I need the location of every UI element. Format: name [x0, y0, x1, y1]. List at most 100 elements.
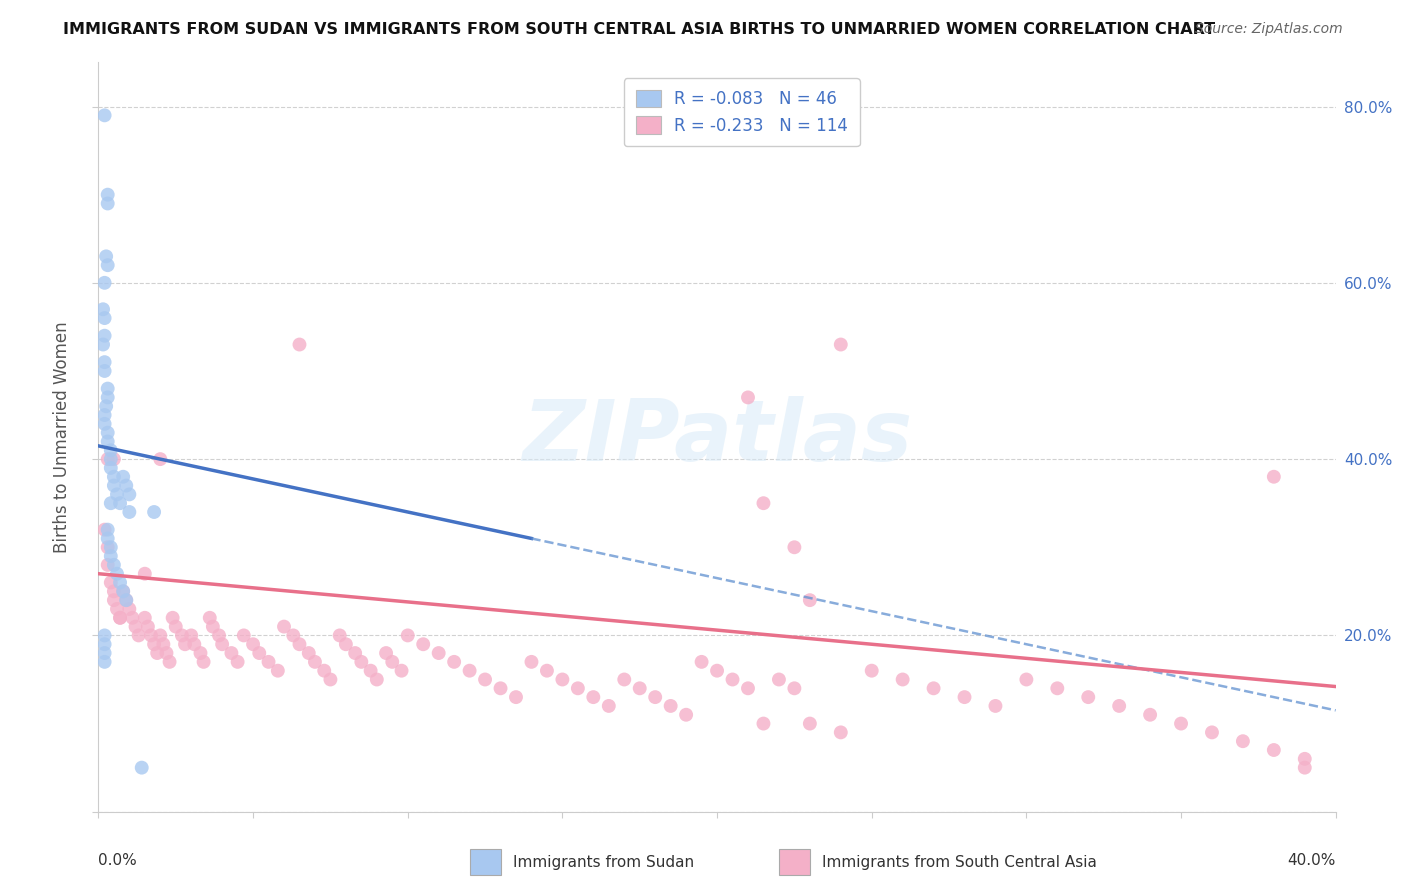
Point — [108, 611, 131, 625]
Point — [366, 673, 388, 687]
Point — [396, 628, 419, 642]
Point — [830, 725, 852, 739]
Point — [799, 716, 821, 731]
Point — [675, 707, 697, 722]
Point — [613, 673, 636, 687]
Point — [97, 258, 120, 272]
Point — [136, 619, 159, 633]
Point — [242, 637, 264, 651]
Point — [659, 698, 682, 713]
Point — [984, 698, 1007, 713]
Point — [97, 196, 120, 211]
Point — [319, 673, 342, 687]
Point — [103, 584, 125, 599]
Point — [474, 673, 496, 687]
Point — [97, 391, 120, 405]
Point — [298, 646, 321, 660]
Point — [208, 628, 231, 642]
Point — [768, 673, 790, 687]
Point — [1294, 761, 1316, 775]
Point — [860, 664, 883, 678]
Text: 0.0%: 0.0% — [98, 853, 138, 868]
Point — [152, 637, 174, 651]
Point — [598, 698, 620, 713]
Point — [799, 593, 821, 607]
Point — [100, 575, 122, 590]
Point — [201, 619, 224, 633]
Point — [314, 664, 336, 678]
Point — [288, 637, 311, 651]
Point — [93, 311, 115, 326]
Point — [193, 655, 215, 669]
Point — [551, 673, 574, 687]
Text: 40.0%: 40.0% — [1288, 853, 1336, 868]
Point — [115, 593, 138, 607]
Point — [146, 646, 169, 660]
Point — [721, 673, 744, 687]
Point — [391, 664, 413, 678]
Point — [93, 364, 115, 378]
Point — [93, 417, 115, 431]
Point — [93, 276, 115, 290]
Point — [97, 425, 120, 440]
Point — [93, 523, 115, 537]
Point — [97, 187, 120, 202]
Point — [149, 452, 172, 467]
Point — [108, 575, 131, 590]
Point — [953, 690, 976, 705]
Point — [124, 619, 146, 633]
Text: Immigrants from South Central Asia: Immigrants from South Central Asia — [823, 855, 1097, 871]
Point — [505, 690, 527, 705]
Point — [288, 337, 311, 351]
Point — [134, 611, 156, 625]
FancyBboxPatch shape — [470, 849, 501, 875]
Point — [360, 664, 382, 678]
Point — [105, 566, 128, 581]
Point — [97, 382, 120, 396]
Point — [412, 637, 434, 651]
Point — [183, 637, 205, 651]
Point — [211, 637, 233, 651]
Point — [1263, 469, 1285, 483]
Point — [93, 408, 115, 422]
Point — [344, 646, 367, 660]
Point — [112, 584, 135, 599]
Point — [1201, 725, 1223, 739]
Point — [100, 496, 122, 510]
Point — [93, 646, 115, 660]
Point — [1263, 743, 1285, 757]
Point — [118, 602, 141, 616]
Point — [96, 399, 118, 413]
Point — [103, 469, 125, 483]
Point — [118, 487, 141, 501]
Point — [100, 443, 122, 458]
Point — [100, 541, 122, 555]
Text: IMMIGRANTS FROM SUDAN VS IMMIGRANTS FROM SOUTH CENTRAL ASIA BIRTHS TO UNMARRIED : IMMIGRANTS FROM SUDAN VS IMMIGRANTS FROM… — [63, 22, 1215, 37]
Point — [922, 681, 945, 696]
Point — [118, 505, 141, 519]
Point — [567, 681, 589, 696]
Point — [520, 655, 543, 669]
Point — [143, 637, 166, 651]
Point — [283, 628, 305, 642]
Point — [100, 452, 122, 467]
Point — [267, 664, 290, 678]
Point — [335, 637, 357, 651]
Point — [891, 673, 914, 687]
Point — [97, 541, 120, 555]
Text: ZIPatlas: ZIPatlas — [522, 395, 912, 479]
Text: Source: ZipAtlas.com: Source: ZipAtlas.com — [1195, 22, 1343, 37]
Point — [134, 566, 156, 581]
Point — [1139, 707, 1161, 722]
Point — [375, 646, 398, 660]
Point — [103, 558, 125, 572]
Point — [97, 558, 120, 572]
Point — [108, 496, 131, 510]
Point — [93, 328, 115, 343]
Point — [752, 496, 775, 510]
Point — [830, 337, 852, 351]
Point — [128, 628, 150, 642]
Point — [96, 249, 118, 263]
Point — [273, 619, 295, 633]
Point — [103, 452, 125, 467]
